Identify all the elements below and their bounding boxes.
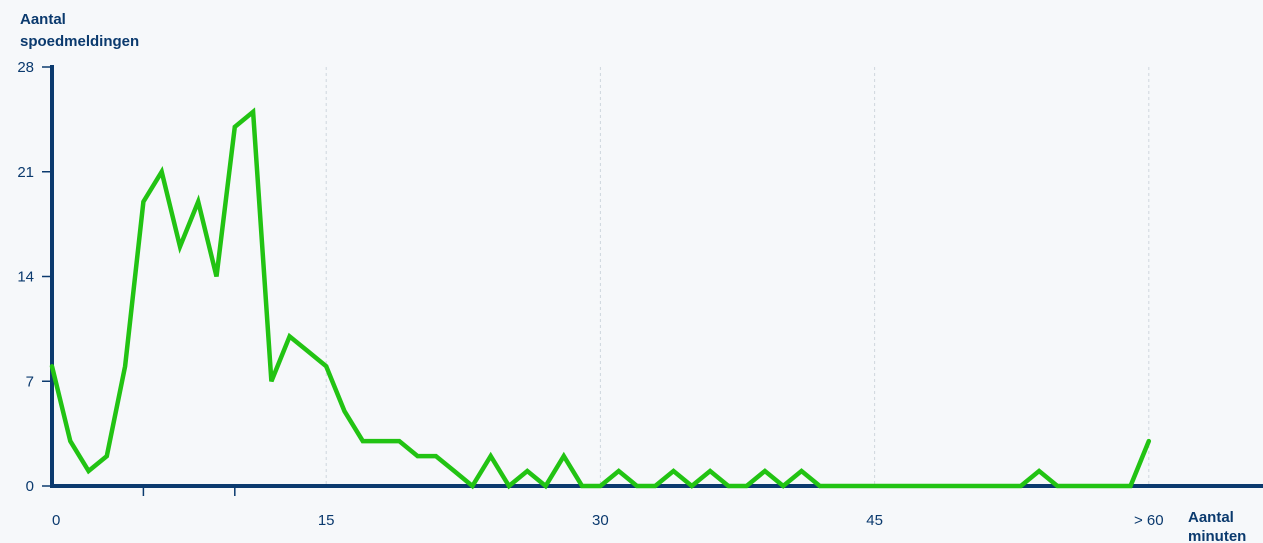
y-axis-title-line-1: Aantal: [20, 11, 66, 28]
x-axis-title-line-2: minuten: [1188, 528, 1246, 543]
y-tick-label: 21: [17, 164, 34, 181]
y-tick-label: 14: [17, 269, 34, 286]
x-tick-label: 45: [866, 512, 883, 529]
series-group: [49, 107, 1152, 490]
grid-lines: [325, 67, 1150, 486]
series-line: [49, 107, 1152, 490]
x-tick-label: 30: [592, 512, 609, 529]
x-tick-label: 15: [318, 512, 335, 529]
axes: [50, 65, 1263, 488]
x-axis-title-line-1: Aantal: [1188, 509, 1234, 526]
x-tick-label: 0: [52, 512, 60, 529]
x-ticks: 0 15 30 45 > 60: [52, 486, 1164, 529]
y-tick-label: 7: [26, 373, 34, 390]
y-tick-label: 0: [26, 478, 34, 495]
y-tick-label: 28: [17, 59, 34, 76]
x-tick-label: > 60: [1134, 512, 1164, 529]
y-ticks: 0 7 14 21 28: [17, 59, 52, 495]
y-axis-title-line-2: spoedmeldingen: [20, 33, 139, 50]
